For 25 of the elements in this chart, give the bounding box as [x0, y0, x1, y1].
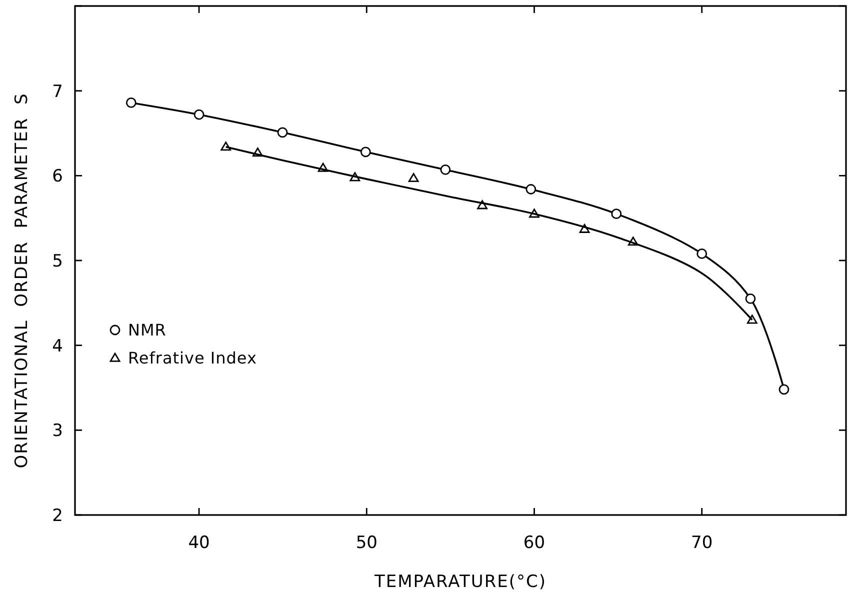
point [778, 384, 790, 395]
point [696, 248, 708, 259]
point [360, 146, 371, 158]
point [611, 208, 622, 220]
y-tick-label: 6 [52, 166, 63, 187]
point [408, 173, 419, 182]
point [194, 109, 204, 120]
x-tick-label: 40 [188, 533, 210, 553]
x-axis-title: TEMPARATURE(°C) [373, 572, 547, 592]
x-tick-label: 50 [356, 533, 378, 553]
legend-label: NMR [128, 320, 166, 340]
y-tick-label: 3 [52, 421, 63, 442]
y-tick-label: 7 [52, 82, 63, 102]
point [745, 293, 756, 304]
x-tick-label: 60 [523, 533, 546, 553]
point [126, 98, 136, 108]
legend-label: Refrative Index [128, 348, 257, 368]
point [277, 127, 288, 138]
y-axis-title: ORIENTATIONAL ORDER PARAMETER S [12, 92, 32, 468]
y-tick-label: 5 [52, 251, 63, 272]
point [526, 184, 536, 194]
y-tick-label: 2 [52, 506, 63, 526]
y-tick-label: 4 [52, 336, 63, 356]
point [440, 164, 451, 175]
x-tick-label: 70 [691, 533, 713, 553]
